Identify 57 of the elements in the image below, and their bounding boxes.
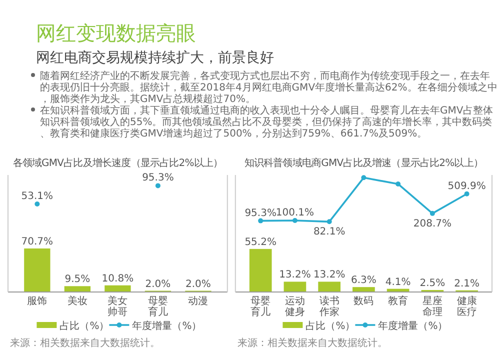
x-tick-label: 美妆 bbox=[67, 295, 88, 307]
data-label: 2.0% bbox=[186, 278, 211, 290]
source-note: 来源：相关数据来自大数据统计。 bbox=[237, 337, 388, 349]
text: 网红电商交易规模持续扩大，前景良好 bbox=[36, 50, 274, 66]
source-note: 来源：相关数据来自大数据统计。 bbox=[10, 337, 160, 349]
legend-label: 年度增量（%） bbox=[378, 320, 448, 332]
x-tick-label: 母婴育儿 bbox=[148, 295, 168, 318]
data-label: 70.7% bbox=[21, 236, 54, 248]
chart-title: 知识科普领域电商GMV占比及增速（显示占比2%以上） bbox=[244, 157, 484, 169]
data-label: 2.0% bbox=[145, 278, 171, 290]
text: 网红变现数据亮眼 bbox=[36, 21, 196, 45]
bar bbox=[64, 286, 91, 292]
data-label: 6.3% bbox=[350, 275, 376, 286]
point bbox=[396, 181, 401, 186]
data-label: 208.7% bbox=[413, 218, 452, 230]
data-label: 95.3% bbox=[142, 172, 174, 184]
bar bbox=[249, 248, 272, 292]
bar bbox=[352, 287, 375, 292]
x-tick-label: 星座命理 bbox=[422, 295, 442, 318]
x-tick-label: 美女帅哥 bbox=[108, 295, 128, 318]
x-tick-label: 教育 bbox=[388, 295, 408, 307]
data-label: 100.1% bbox=[276, 207, 314, 218]
bar bbox=[24, 248, 50, 292]
chart-title: 各领域GMV占比及增长速度（显示占比2%以上） bbox=[12, 157, 223, 169]
data-label: 13.2% bbox=[279, 270, 311, 281]
x-tick-label: 服饰 bbox=[27, 295, 48, 307]
data-label: 9.5% bbox=[64, 274, 90, 286]
bar bbox=[284, 282, 306, 292]
x-tick-label: 健康医疗 bbox=[456, 295, 477, 318]
bar bbox=[104, 285, 131, 292]
point bbox=[464, 191, 470, 196]
x-tick-label: 运动健身 bbox=[284, 295, 305, 318]
point bbox=[326, 219, 332, 224]
bar bbox=[318, 282, 340, 292]
data-label: 2.1% bbox=[454, 278, 480, 290]
point bbox=[430, 210, 435, 216]
x-tick-label: 母婴育儿 bbox=[250, 295, 271, 318]
x-tick-label: 读书作家 bbox=[318, 295, 340, 318]
x-tick-label: 动漫 bbox=[188, 295, 208, 307]
x-tick-label: 数码 bbox=[354, 296, 374, 307]
legend-label: 占比（%） bbox=[60, 320, 110, 332]
data-label: 95.3% bbox=[244, 208, 276, 219]
data-label: 55.2% bbox=[244, 236, 276, 248]
data-label: 2.5% bbox=[420, 278, 446, 290]
point bbox=[292, 218, 298, 223]
legend-label: 年度增量（%） bbox=[132, 320, 202, 332]
data-label: 82.1% bbox=[313, 226, 346, 238]
text: 随着网红经济产业的不断发展完善，各式变现方式也层出不穷，而电商作为传统变现手段之一，在去年的表现仍旧十分亮眼。据统计，截至2018年4月网红电商GMV年度增长量高达62%。在各细分领域之中，服饰类作为龙头，其GMV占总规模超过70%。 bbox=[40, 70, 498, 105]
data-label: 13.2% bbox=[313, 270, 346, 281]
point bbox=[258, 218, 264, 224]
data-label: 4.1% bbox=[385, 276, 411, 288]
legend-label: 占比（%） bbox=[306, 320, 356, 332]
data-label: 10.8% bbox=[102, 273, 134, 284]
data-label: 509.9% bbox=[448, 180, 486, 192]
data-label: 53.1% bbox=[21, 190, 54, 202]
text: 在知识科普领域方面，其下垂直领域通过电商的收入表现也十分令人瞩目。母婴育儿在去年GMV占整体知识科普领域收入的55%。而其他领域虽然占比不及母婴类，但仍保持了高速的年增长率，其中数码类、教育类和健康医疗类GMV增速均超过了500%，分别达到759%、661.7%及509%。 bbox=[40, 104, 494, 140]
point bbox=[361, 175, 366, 180]
